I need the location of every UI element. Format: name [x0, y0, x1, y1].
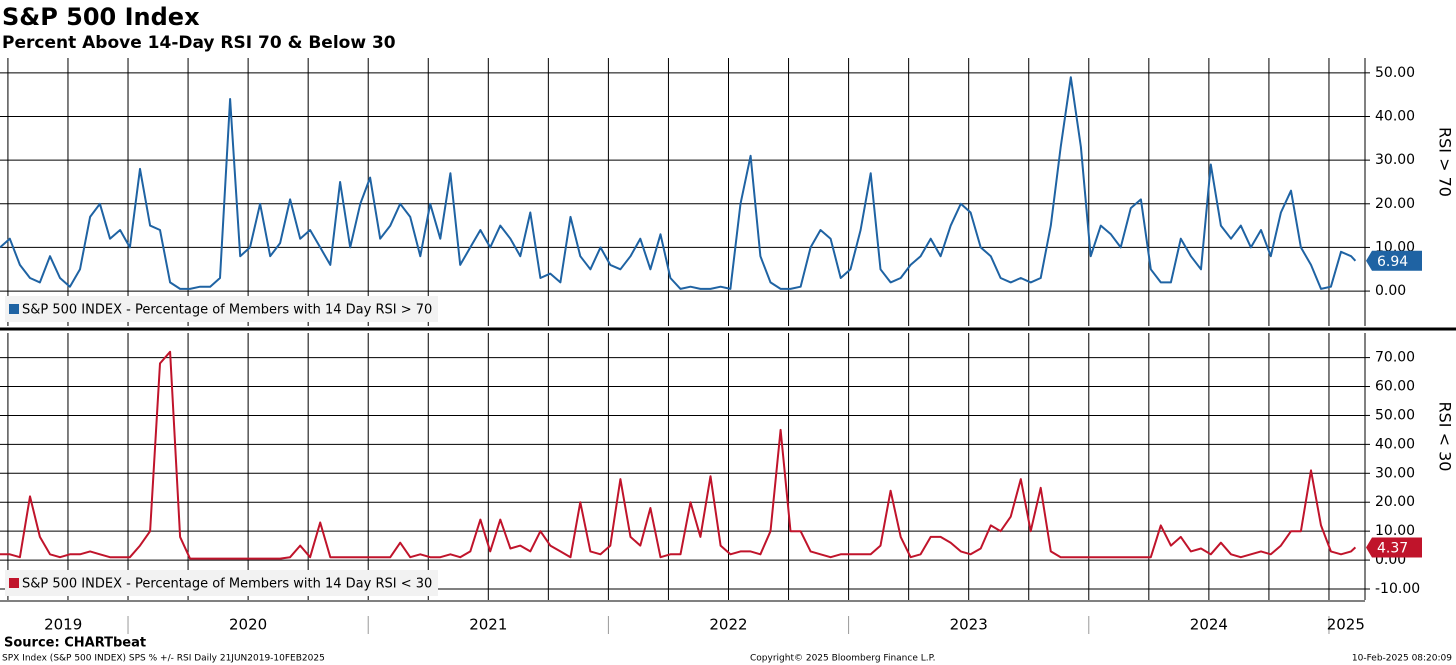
- last-value-box: [1366, 250, 1422, 271]
- x-tick-label: 2020: [229, 616, 267, 634]
- last-value-box: [1366, 537, 1422, 558]
- y-tick-label: 50.00: [1375, 65, 1415, 81]
- x-tick-label: 2021: [469, 616, 507, 634]
- x-tick-label: 2025: [1327, 616, 1365, 634]
- legend-swatch: [9, 578, 19, 588]
- x-tick-label: 2024: [1190, 616, 1228, 634]
- chart-title: S&P 500 Index: [2, 3, 200, 31]
- y-tick-label: 30.00: [1375, 152, 1415, 168]
- y-tick-label: 10.00: [1375, 523, 1415, 539]
- legend-box: [5, 570, 438, 596]
- y-tick-label: 0.00: [1375, 283, 1406, 299]
- source: Source: CHARTbeat: [4, 636, 146, 651]
- footer-left: SPX Index (S&P 500 INDEX) SPS % +/- RSI …: [2, 654, 325, 664]
- x-tick-label: 2022: [709, 616, 747, 634]
- y-tick-label: 20.00: [1375, 494, 1415, 510]
- y-axis-title: RSI < 30: [1436, 402, 1455, 472]
- chart-subtitle: Percent Above 14-Day RSI 70 & Below 30: [2, 33, 396, 53]
- y-tick-label: 60.00: [1375, 379, 1415, 395]
- y-tick-label: 40.00: [1375, 108, 1415, 124]
- y-axis-title: RSI > 70: [1436, 127, 1455, 197]
- x-tick-label: 2023: [950, 616, 988, 634]
- y-tick-label: 20.00: [1375, 196, 1415, 212]
- data-line: [0, 350, 1357, 560]
- y-tick-label: -10.00: [1375, 581, 1420, 597]
- legend-label: S&P 500 INDEX - Percentage of Members wi…: [22, 577, 432, 592]
- last-value-label: 4.37: [1377, 540, 1408, 556]
- y-tick-label: 50.00: [1375, 407, 1415, 423]
- x-tick-label: 2019: [44, 616, 82, 634]
- legend-label: S&P 500 INDEX - Percentage of Members wi…: [22, 303, 432, 318]
- y-tick-label: 40.00: [1375, 436, 1415, 452]
- legend-swatch: [9, 304, 19, 314]
- y-tick-label: 70.00: [1375, 350, 1415, 366]
- last-value-label: 6.94: [1377, 254, 1408, 270]
- legend-box: [5, 296, 438, 322]
- copyright: Copyright© 2025 Bloomberg Finance L.P.: [750, 654, 935, 664]
- timestamp: 10-Feb-2025 08:20:09: [1352, 654, 1452, 664]
- y-tick-label: 30.00: [1375, 465, 1415, 481]
- data-line: [0, 76, 1357, 290]
